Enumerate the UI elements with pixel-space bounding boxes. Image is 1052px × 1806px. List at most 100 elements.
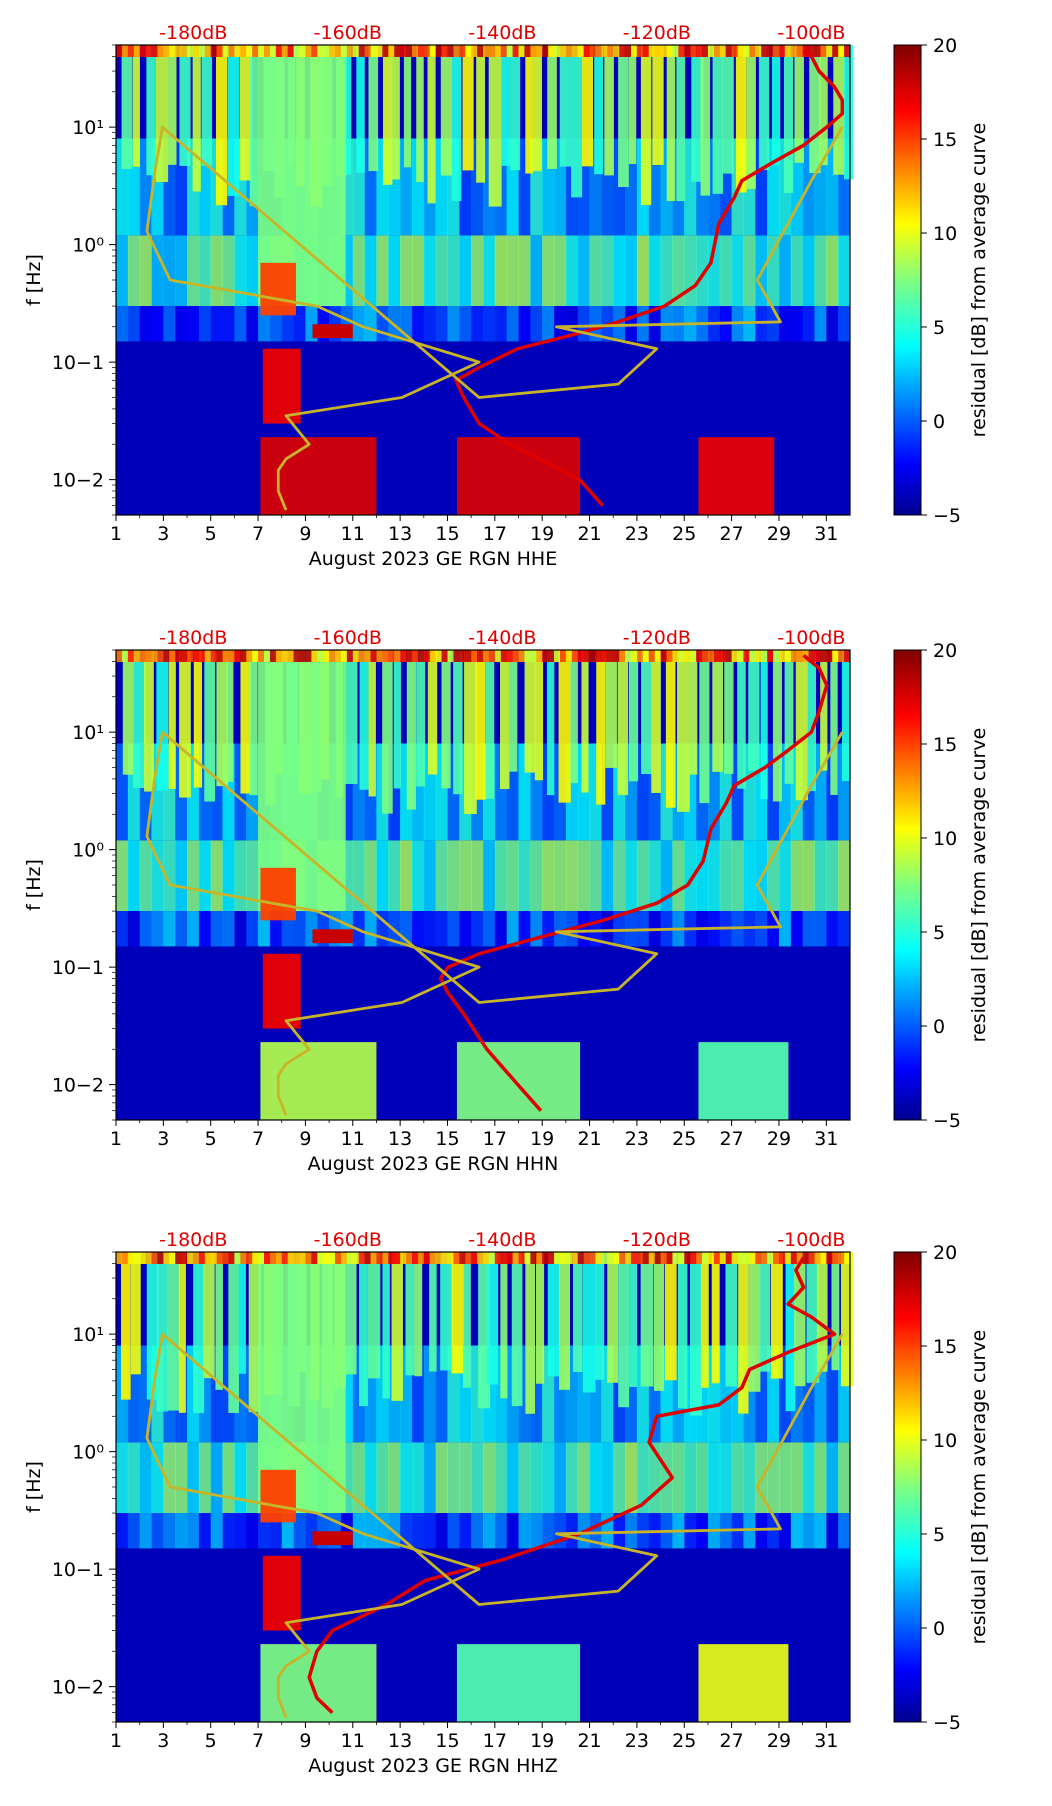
spectrogram-stripe <box>146 45 156 176</box>
spectrogram-stripe <box>486 1252 499 1385</box>
storm-streak <box>312 324 353 339</box>
spectrogram-speckle <box>163 45 170 57</box>
spectrogram-speckle <box>500 1252 508 1264</box>
spectrogram-band-cell <box>802 1513 815 1549</box>
spectrogram-speckle <box>364 1252 372 1264</box>
spectrogram-speckle <box>358 1252 366 1264</box>
spectrogram-speckle <box>613 650 620 662</box>
x-tick-label: 23 <box>625 1128 649 1150</box>
spectrogram-speckle <box>447 650 454 662</box>
noise-model-curve <box>145 730 844 1116</box>
spectrogram-stripe <box>509 650 518 772</box>
spectrogram-band-cell <box>411 1442 425 1514</box>
colorbar: 20 15 10 5 0 −5 residual [dB] from average cur… <box>893 35 990 527</box>
spectrogram-stripe <box>393 650 401 789</box>
spectrogram-speckle <box>133 650 141 662</box>
spectrogram-band-cell <box>198 911 212 947</box>
spectrogram-speckle <box>483 1252 490 1264</box>
spectrogram-stripe <box>605 650 617 768</box>
colorbar-tick-label: 15 <box>933 129 957 151</box>
spectrogram-band-cell <box>151 235 164 307</box>
spectrogram-speckle <box>844 1252 851 1264</box>
spectrogram-speckle <box>187 650 194 662</box>
spectrogram-band-cell <box>601 840 614 912</box>
spectrogram-speckle <box>435 1252 443 1264</box>
spectrogram-band-cell <box>790 235 804 307</box>
spectrogram-speckle <box>317 650 324 662</box>
spectrogram-band-cell <box>423 235 437 307</box>
spectrogram-speckle <box>542 45 549 57</box>
spectrogram-speckle <box>228 650 235 662</box>
spectrogram-stripe <box>582 45 594 167</box>
spectrogram-speckle <box>311 650 318 662</box>
colorbar-tick-label: 0 <box>933 1016 945 1038</box>
spectrogram-band-cell <box>506 1513 520 1549</box>
spectrogram-band-cell <box>625 911 638 947</box>
spectrogram-band-cell <box>163 235 176 307</box>
spectrogram-stripe <box>640 1252 654 1387</box>
spectrogram-speckle <box>749 1252 756 1264</box>
spectrogram-stripe <box>201 45 213 166</box>
spectrogram-stripe <box>795 650 808 801</box>
x-tick-label: 17 <box>483 1128 507 1150</box>
spectrogram-band-cell <box>175 235 188 307</box>
spectrogram-band-cell <box>518 911 531 947</box>
x-axis-label: August 2023 GE RGN HHZ <box>308 1755 557 1777</box>
spectrogram-band-cell <box>577 235 591 307</box>
spectrogram-speckle <box>571 650 579 662</box>
noise-model-curve <box>145 1332 844 1718</box>
spectrogram-stripe <box>760 650 768 800</box>
spectrogram-speckle <box>571 45 579 57</box>
colorbar-tick-label: 10 <box>933 1430 957 1452</box>
spectrogram-stripe <box>429 1252 437 1372</box>
spectrogram-speckle <box>696 1252 703 1264</box>
spectrogram-speckle <box>275 45 283 57</box>
spectrogram-band-cell <box>494 1513 508 1549</box>
spectrogram-stripe <box>440 45 453 176</box>
spectrogram-speckle <box>157 650 164 662</box>
spectrogram-speckle <box>488 45 496 57</box>
x-tick-label: 11 <box>341 523 365 545</box>
spectrogram-stripe <box>594 45 604 175</box>
spectrogram-speckle <box>139 650 147 662</box>
spectrogram-speckle <box>707 45 715 57</box>
spectrogram-speckle <box>630 650 638 662</box>
spectrogram-stripe <box>559 45 572 167</box>
spectrogram-speckle <box>530 650 537 662</box>
spectrogram-band-cell <box>293 1513 306 1549</box>
spectrogram-stripe <box>249 650 258 796</box>
low-frequency-block <box>698 1042 789 1120</box>
spectrogram-stripe <box>239 45 253 181</box>
spectrogram-speckle <box>583 45 591 57</box>
spectrogram-stripe <box>476 45 486 183</box>
storm-low-freq <box>262 348 301 424</box>
spectrogram-stripe <box>249 45 259 207</box>
spectrogram-stripe <box>121 45 133 170</box>
spectrogram-speckle <box>400 650 407 662</box>
spectrogram-speckle <box>417 650 425 662</box>
spectrogram-speckle <box>500 45 508 57</box>
spectrogram-band-cell <box>376 1442 389 1514</box>
spectrogram-stripe <box>735 45 747 193</box>
spectrogram-speckle <box>832 1252 839 1264</box>
spectrogram-speckle <box>625 650 632 662</box>
average-psd-curve <box>307 1256 837 1714</box>
spectrogram-speckle <box>228 45 235 57</box>
spectrogram-stripe <box>571 45 583 198</box>
spectrogram-band-cell <box>198 840 212 912</box>
spectrogram-band-cell <box>719 235 733 307</box>
spectrogram-stripe <box>168 45 177 165</box>
spectrogram-band-cell <box>246 1513 259 1549</box>
x-tick-label: 1 <box>110 1730 122 1752</box>
spectrogram-speckle <box>607 1252 614 1264</box>
x-tick-label: 13 <box>388 1730 412 1752</box>
spectrogram-stripe <box>770 1252 783 1379</box>
spectrogram-speckle <box>151 45 158 57</box>
spectrogram-speckle <box>707 1252 715 1264</box>
spectrogram-stripe <box>179 650 191 798</box>
spectrogram-speckle <box>287 1252 295 1264</box>
spectrogram-speckle <box>382 650 389 662</box>
spectrogram-stripe <box>712 650 724 772</box>
